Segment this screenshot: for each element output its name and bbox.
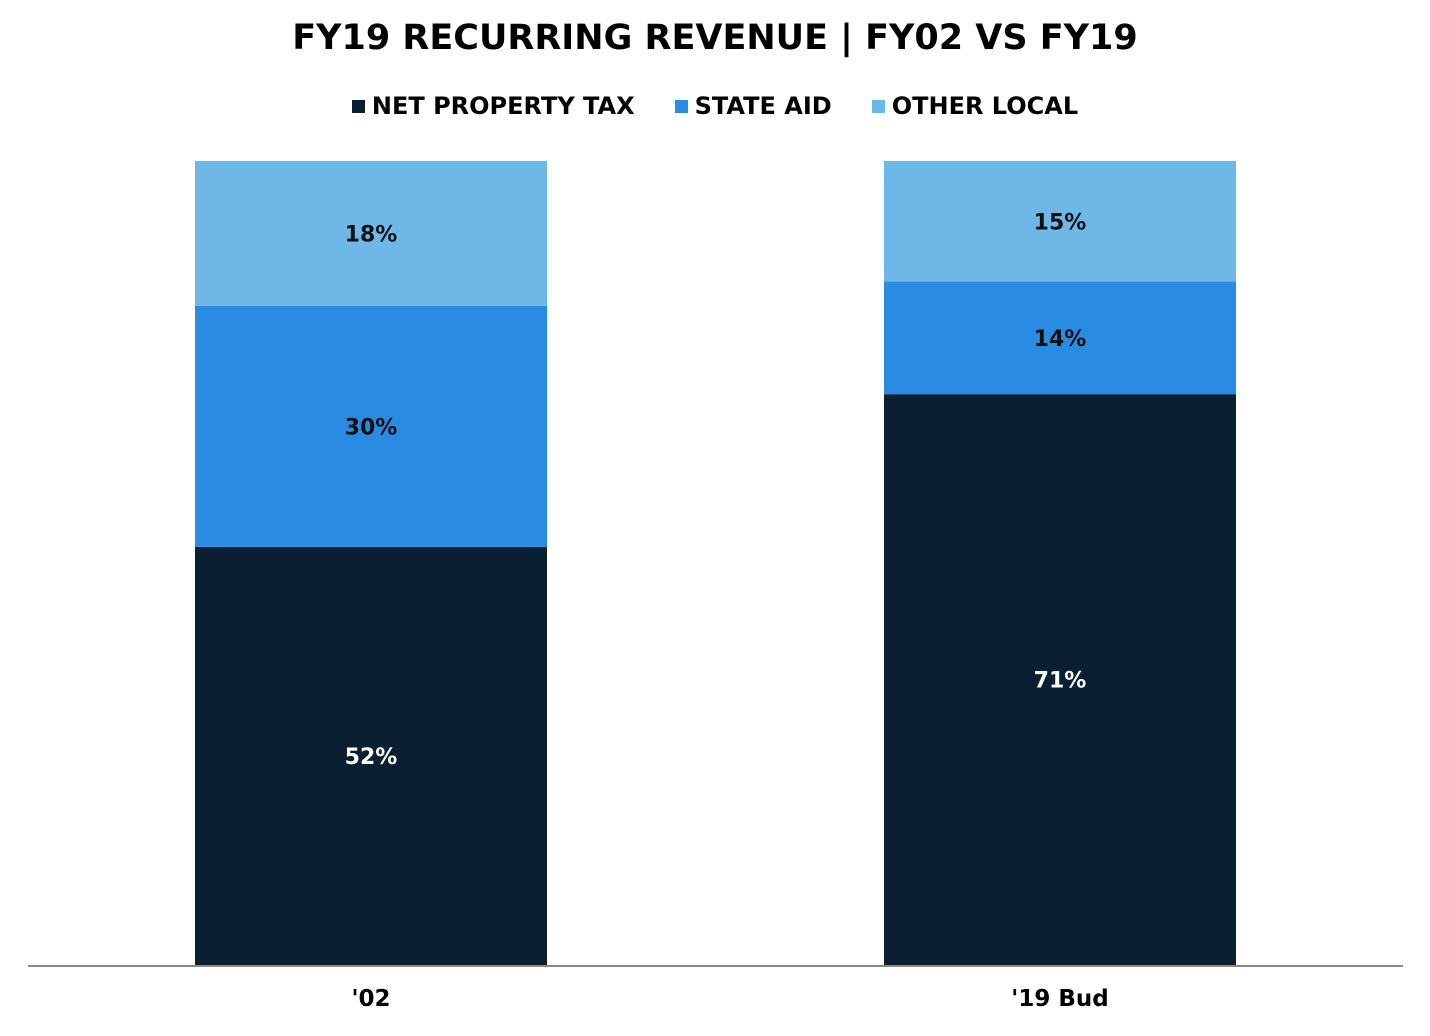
legend-swatch-state-aid	[674, 99, 688, 113]
data-label-other-local-1: 15%	[1034, 210, 1087, 235]
legend: NET PROPERTY TAX STATE AID OTHER LOCAL	[0, 92, 1430, 120]
legend-swatch-net-property-tax	[351, 99, 365, 113]
data-label-net-property-tax-1: 71%	[1034, 669, 1087, 694]
legend-label-other-local: OTHER LOCAL	[891, 92, 1079, 120]
bar-state-aid-0	[195, 305, 547, 547]
legend-label-state-aid: STATE AID	[694, 92, 832, 120]
legend-swatch-other-local	[871, 99, 885, 113]
legend-item-other-local: OTHER LOCAL	[871, 92, 1079, 120]
bars-group: 52% 30% 18% 71% 14% 15%	[195, 161, 1236, 965]
data-label-net-property-tax-0: 52%	[345, 745, 398, 770]
legend-label-net-property-tax: NET PROPERTY TAX	[371, 92, 635, 120]
data-label-other-local-0: 18%	[345, 222, 398, 247]
x-tick-label-0: '02	[351, 986, 390, 1012]
x-tick-label-1: '19 Bud	[1011, 986, 1108, 1012]
bar-other-local-1	[884, 161, 1236, 282]
bar-net-property-tax-1	[884, 394, 1236, 965]
bar-state-aid-1	[884, 281, 1236, 395]
data-label-state-aid-1: 14%	[1034, 327, 1087, 352]
x-tick-labels: '02 '19 Bud	[351, 986, 1108, 1012]
legend-item-net-property-tax: NET PROPERTY TAX	[351, 92, 635, 120]
legend-item-state-aid: STATE AID	[674, 92, 832, 120]
bar-net-property-tax-0	[195, 546, 547, 965]
data-label-state-aid-0: 30%	[345, 415, 398, 440]
bar-other-local-0	[195, 161, 547, 306]
chart-title: FY19 RECURRING REVENUE | FY02 VS FY19	[292, 18, 1138, 58]
